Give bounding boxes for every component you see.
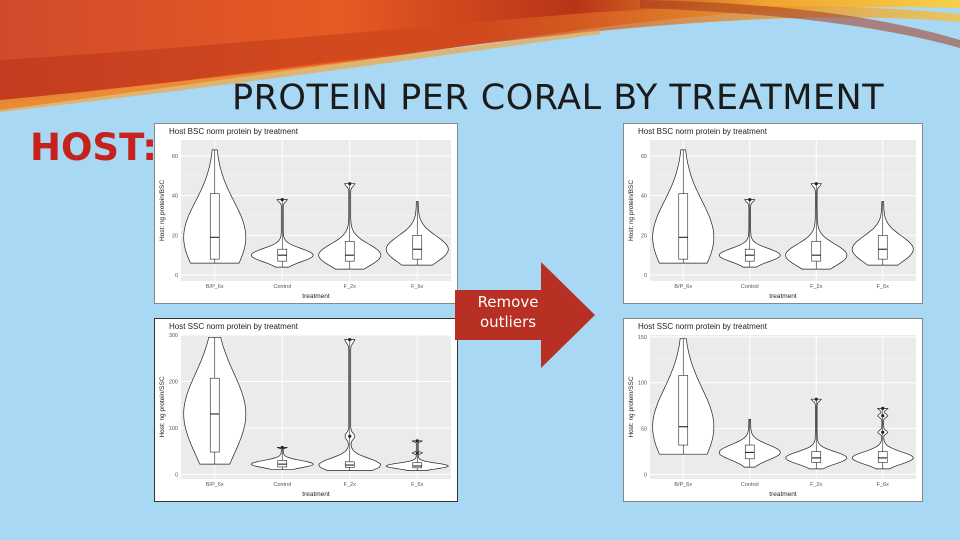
x-tick-label: F_2x <box>344 284 356 290</box>
outlier-point <box>881 414 885 418</box>
y-axis-label: Host: ng protein/SSC <box>628 376 635 437</box>
outlier-point <box>415 439 419 443</box>
box-F_2x <box>811 240 822 262</box>
outlier-point <box>280 197 284 202</box>
box-F_2x <box>811 451 822 463</box>
y-axis-label: Host: ng protein/SSC <box>159 376 166 437</box>
box-B/P_6x <box>678 193 689 260</box>
outlier-point <box>881 430 885 434</box>
x-tick-label: F_2x <box>344 482 356 488</box>
remove-outliers-arrow <box>455 262 595 368</box>
box-F_6x <box>877 451 888 463</box>
y-tick-label: 60 <box>641 154 647 160</box>
outlier-point <box>748 197 752 202</box>
box-B/P_6x <box>209 193 220 260</box>
decorative-swoosh <box>0 0 960 112</box>
x-tick-label: B/P_6x <box>206 482 224 488</box>
x-tick-label: Control <box>741 284 759 290</box>
x-tick-label: Control <box>273 284 291 290</box>
x-axis-label: treatment <box>769 293 797 300</box>
chart-host-bsc-before: Host BSC norm protein by treatment 0 20 40 6… <box>154 123 458 304</box>
outlier-point <box>814 397 818 401</box>
outlier-point <box>348 182 352 186</box>
x-tick-label: B/P_6x <box>206 284 224 290</box>
outlier-point <box>814 182 818 186</box>
arrow-label-line2: outliers <box>479 313 537 331</box>
x-tick-label: B/P_6x <box>674 284 692 290</box>
outlier-point <box>348 338 352 342</box>
box-B/P_6x <box>678 375 689 446</box>
y-tick-label: 20 <box>641 233 647 239</box>
y-tick-label: 0 <box>175 273 178 279</box>
box-F_6x <box>877 235 888 260</box>
y-tick-label: 50 <box>641 427 647 433</box>
x-tick-label: F_6x <box>877 482 889 488</box>
y-tick-label: 100 <box>638 381 647 387</box>
host-label: HOST: <box>30 126 158 169</box>
outlier-point <box>415 451 419 455</box>
box-F_2x <box>344 240 355 262</box>
x-tick-label: Control <box>741 482 759 488</box>
x-tick-label: F_6x <box>411 482 423 488</box>
x-axis-label: treatment <box>302 491 330 498</box>
chart-host-ssc-before: Host SSC norm protein by treatment 0 100 20… <box>154 318 458 502</box>
x-tick-label: F_2x <box>810 284 822 290</box>
box-B/P_6x <box>209 377 220 453</box>
x-axis-label: treatment <box>769 491 797 498</box>
chart-host-bsc-after: Host BSC norm protein by treatment 0 20 40 6… <box>623 123 923 304</box>
x-tick-label: F_2x <box>810 482 822 488</box>
chart-title: Host BSC norm protein by treatment <box>638 127 768 136</box>
y-tick-label: 40 <box>641 194 647 200</box>
chart-host-ssc-after: Host SSC norm protein by treatment 0 50 100… <box>623 318 923 502</box>
y-tick-label: 60 <box>172 154 178 160</box>
y-tick-label: 0 <box>175 472 178 478</box>
y-tick-label: 300 <box>169 333 178 339</box>
y-axis-label: Host: ng protein/BSC <box>159 180 166 241</box>
outlier-point <box>280 445 284 450</box>
arrow-label-line1: Remove <box>477 293 539 311</box>
y-tick-label: 40 <box>172 194 178 200</box>
y-tick-label: 0 <box>644 273 647 279</box>
outlier-point <box>348 434 352 438</box>
chart-title: Host SSC norm protein by treatment <box>638 322 768 331</box>
y-axis-label: Host: ng protein/BSC <box>628 180 635 241</box>
box-F_6x <box>412 235 423 260</box>
y-tick-label: 0 <box>644 472 647 478</box>
x-tick-label: Control <box>273 482 291 488</box>
y-tick-label: 150 <box>638 335 647 341</box>
outlier-point <box>881 406 885 410</box>
arrow-label: Remove outliers <box>460 292 556 332</box>
chart-title: Host SSC norm protein by treatment <box>169 322 299 331</box>
chart-title: Host BSC norm protein by treatment <box>169 127 299 136</box>
x-tick-label: F_6x <box>411 284 423 290</box>
y-tick-label: 100 <box>169 426 178 432</box>
x-tick-label: B/P_6x <box>674 482 692 488</box>
slide-title: PROTEIN PER CORAL BY TREATMENT <box>232 78 885 118</box>
box-F_6x <box>412 462 423 469</box>
y-tick-label: 200 <box>169 379 178 385</box>
x-axis-label: treatment <box>302 293 330 300</box>
x-tick-label: F_6x <box>877 284 889 290</box>
y-tick-label: 20 <box>172 233 178 239</box>
